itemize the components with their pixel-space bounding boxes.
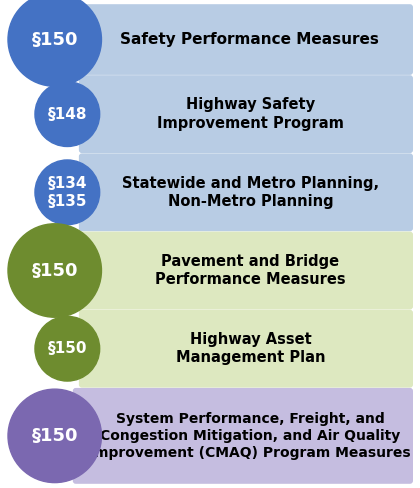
Text: System Performance, Freight, and
Congestion Mitigation, and Air Quality
Improvem: System Performance, Freight, and Congest… xyxy=(89,411,411,460)
Circle shape xyxy=(8,0,102,86)
Circle shape xyxy=(35,316,100,381)
Circle shape xyxy=(8,389,102,483)
Text: Highway Asset
Management Plan: Highway Asset Management Plan xyxy=(176,332,326,366)
Text: §150: §150 xyxy=(47,341,87,356)
Text: Pavement and Bridge
Performance Measures: Pavement and Bridge Performance Measures xyxy=(155,254,345,287)
FancyBboxPatch shape xyxy=(73,232,413,309)
Text: Statewide and Metro Planning,
Non-Metro Planning: Statewide and Metro Planning, Non-Metro … xyxy=(122,176,379,209)
Text: §150: §150 xyxy=(32,427,78,445)
Text: §150: §150 xyxy=(32,262,78,280)
Text: §150: §150 xyxy=(32,31,78,48)
Text: §134
§135: §134 §135 xyxy=(47,176,87,208)
Text: Safety Performance Measures: Safety Performance Measures xyxy=(121,32,379,47)
FancyBboxPatch shape xyxy=(79,310,413,387)
Circle shape xyxy=(8,224,102,317)
FancyBboxPatch shape xyxy=(79,75,413,153)
Text: §148: §148 xyxy=(47,107,87,122)
FancyBboxPatch shape xyxy=(79,153,413,231)
Text: Highway Safety
Improvement Program: Highway Safety Improvement Program xyxy=(158,97,344,131)
Circle shape xyxy=(35,160,100,224)
FancyBboxPatch shape xyxy=(73,388,413,484)
FancyBboxPatch shape xyxy=(73,4,413,75)
Circle shape xyxy=(35,82,100,146)
